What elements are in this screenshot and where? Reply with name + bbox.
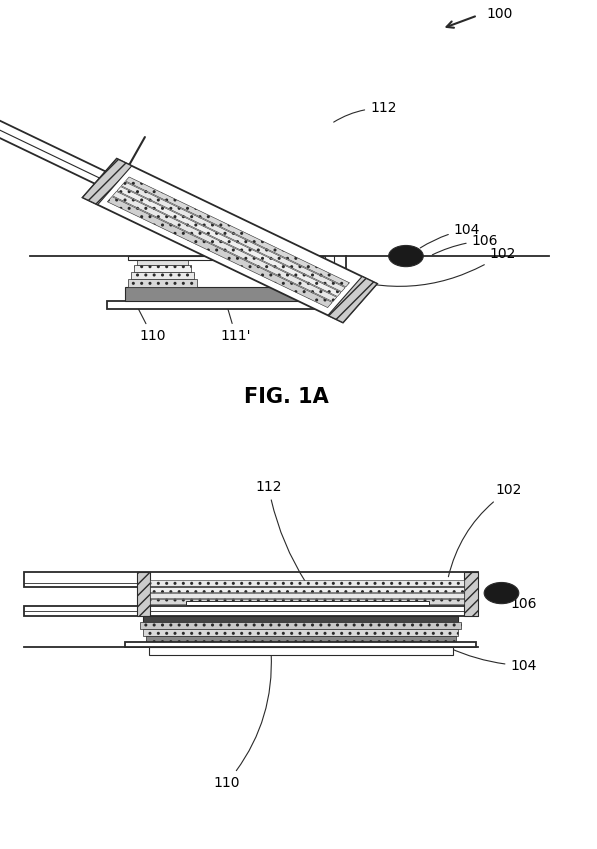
- Text: 102: 102: [448, 483, 522, 576]
- Bar: [150, 593, 464, 598]
- Bar: [137, 571, 150, 616]
- Text: 112: 112: [334, 101, 396, 122]
- Bar: [149, 647, 453, 655]
- Text: 110: 110: [139, 309, 165, 343]
- Text: 112: 112: [256, 481, 306, 582]
- Bar: [140, 621, 461, 629]
- Bar: [107, 301, 346, 309]
- Bar: [137, 260, 188, 266]
- Bar: [125, 287, 328, 301]
- Text: 102: 102: [334, 247, 516, 286]
- Bar: [134, 266, 191, 272]
- Ellipse shape: [389, 245, 423, 267]
- Text: 104: 104: [420, 222, 480, 248]
- Polygon shape: [125, 177, 349, 287]
- Bar: [186, 601, 429, 605]
- Bar: [150, 599, 464, 604]
- Bar: [150, 580, 464, 586]
- Bar: [146, 636, 456, 642]
- Polygon shape: [113, 191, 337, 301]
- Polygon shape: [328, 277, 377, 323]
- Polygon shape: [117, 187, 341, 296]
- Bar: [143, 629, 458, 636]
- Text: 100: 100: [487, 7, 513, 21]
- Bar: [131, 272, 194, 278]
- Bar: [128, 278, 197, 287]
- Text: 110: 110: [214, 654, 272, 790]
- Bar: [143, 616, 458, 621]
- Bar: [128, 256, 325, 260]
- Bar: [24, 571, 478, 588]
- Text: FIG. 1A: FIG. 1A: [244, 387, 329, 408]
- Bar: [464, 571, 478, 616]
- Bar: [24, 605, 478, 616]
- Polygon shape: [107, 197, 332, 307]
- Polygon shape: [82, 159, 377, 323]
- Text: 106: 106: [501, 598, 537, 611]
- Polygon shape: [82, 159, 132, 205]
- Text: 111': 111': [220, 308, 251, 343]
- Text: 106: 106: [432, 233, 498, 255]
- Bar: [125, 642, 476, 647]
- Bar: [150, 587, 464, 593]
- Ellipse shape: [484, 582, 519, 604]
- Text: 104: 104: [449, 648, 537, 672]
- Polygon shape: [121, 182, 345, 292]
